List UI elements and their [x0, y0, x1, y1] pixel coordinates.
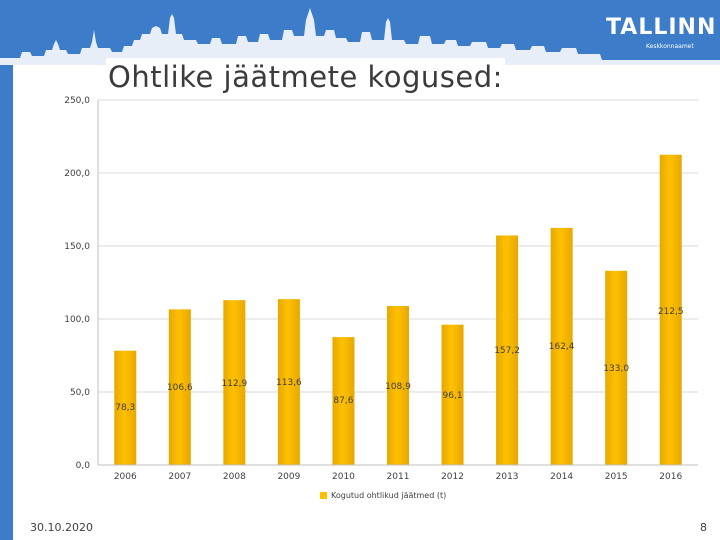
- page-number: 8: [700, 521, 707, 534]
- x-tick-label: 2008: [223, 472, 246, 482]
- data-label-2010: 87,6: [333, 396, 353, 406]
- y-tick-label: 150,0: [64, 242, 90, 252]
- legend-swatch: [320, 492, 327, 499]
- y-tick-label: 200,0: [64, 169, 90, 179]
- bar-2013: [496, 235, 519, 465]
- bar-2012: [441, 324, 464, 465]
- bar-2010: [332, 337, 355, 465]
- bar-2015: [605, 270, 628, 465]
- left-accent-strip: [0, 65, 13, 540]
- y-tick-label: 250,0: [64, 96, 90, 106]
- x-tick-label: 2011: [387, 472, 410, 482]
- x-tick-label: 2013: [496, 472, 519, 482]
- data-label-2012: 96,1: [443, 391, 463, 401]
- footer-date: 30.10.2020: [30, 521, 93, 534]
- bar-2014: [550, 227, 573, 465]
- data-label-2007: 106,6: [167, 383, 193, 393]
- y-tick-label: 50,0: [70, 388, 90, 398]
- y-tick-label: 0,0: [76, 461, 91, 471]
- x-tick-label: 2006: [114, 472, 137, 482]
- bar-2007: [168, 309, 191, 465]
- bar-2011: [387, 306, 409, 465]
- bar-2016: [659, 154, 682, 465]
- x-tick-label: 2015: [605, 472, 628, 482]
- x-tick-label: 2014: [550, 472, 573, 482]
- bar-2009: [277, 299, 300, 465]
- x-tick-label: 2007: [168, 472, 191, 482]
- bar-2008: [223, 300, 246, 465]
- legend-label: Kogutud ohtlikud jäätmed (t): [331, 491, 446, 500]
- x-tick-label: 2012: [441, 472, 464, 482]
- data-label-2011: 108,9: [385, 382, 411, 392]
- x-tick-label: 2010: [332, 472, 355, 482]
- data-label-2015: 133,0: [603, 364, 629, 374]
- logo-subtitle: Keskkonnaamet: [646, 43, 694, 50]
- data-label-2006: 78,3: [115, 403, 135, 413]
- data-label-2014: 162,4: [549, 342, 575, 352]
- slide-title: Ohtlike jäätmete kogused:: [106, 58, 505, 96]
- data-label-2013: 157,2: [494, 346, 520, 356]
- x-tick-label: 2009: [277, 472, 300, 482]
- tallinn-skyline-icon: [0, 8, 720, 65]
- x-tick-label: 2016: [659, 472, 682, 482]
- data-label-2008: 112,9: [221, 379, 247, 389]
- data-label-2009: 113,6: [276, 378, 302, 388]
- y-tick-label: 100,0: [64, 315, 90, 325]
- data-label-2016: 212,5: [658, 307, 684, 317]
- bar-2006: [114, 350, 137, 465]
